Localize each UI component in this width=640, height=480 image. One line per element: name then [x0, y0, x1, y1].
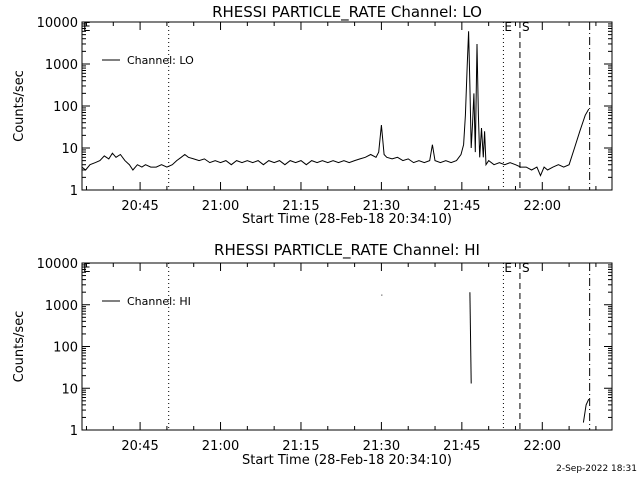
y-tick-label: 1000 — [45, 58, 78, 73]
series-segment — [582, 398, 590, 423]
y-tick-label: 1000 — [45, 299, 78, 314]
x-tick-label: 21:00 — [202, 439, 239, 454]
y-tick-label: 1 — [70, 424, 78, 439]
chart-title: RHESSI PARTICLE_RATE Channel: LO — [212, 3, 482, 22]
edge-label-stop: S — [522, 261, 530, 275]
legend-entry: Channel: HI — [127, 295, 191, 308]
edge-label-start: E — [83, 261, 91, 275]
y-tick-label: 10000 — [37, 257, 78, 272]
y-axis-label: Counts/sec — [12, 311, 27, 383]
y-tick-label: 1 — [70, 184, 78, 199]
edge-label-start2: E — [504, 20, 512, 34]
x-tick-label: 21:15 — [282, 439, 319, 454]
x-tick-label: 21:30 — [363, 199, 400, 214]
series-line — [81, 31, 590, 177]
y-tick-label: 10 — [61, 142, 78, 157]
footer-timestamp: 2-Sep-2022 18:31 — [556, 464, 637, 474]
edge-label-start2: E — [504, 261, 512, 275]
edge-label-stop: S — [522, 20, 530, 34]
x-tick-label: 21:30 — [363, 439, 400, 454]
edge-label-start: E — [83, 20, 91, 34]
y-axis-label: Counts/sec — [12, 70, 27, 142]
x-tick-label: 22:00 — [524, 439, 561, 454]
y-tick-label: 100 — [53, 100, 78, 115]
x-axis-label: Start Time (28-Feb-18 20:34:10) — [242, 453, 452, 468]
y-tick-label: 10 — [61, 382, 78, 397]
x-tick-label: 21:45 — [443, 199, 480, 214]
x-tick-label: 21:45 — [443, 439, 480, 454]
plot-frame — [81, 262, 613, 431]
x-tick-label: 21:00 — [202, 199, 239, 214]
x-tick-label: 20:45 — [121, 439, 158, 454]
x-tick-label: 21:15 — [282, 199, 319, 214]
x-tick-label: 20:45 — [121, 199, 158, 214]
x-axis-label: Start Time (28-Feb-18 20:34:10) — [242, 212, 452, 227]
y-tick-label: 100 — [53, 341, 78, 356]
y-tick-label: 10000 — [37, 16, 78, 31]
legend-entry: Channel: LO — [127, 54, 194, 67]
series-segment — [469, 292, 472, 384]
chart-title: RHESSI PARTICLE_RATE Channel: HI — [214, 241, 480, 260]
x-tick-label: 22:00 — [524, 199, 561, 214]
